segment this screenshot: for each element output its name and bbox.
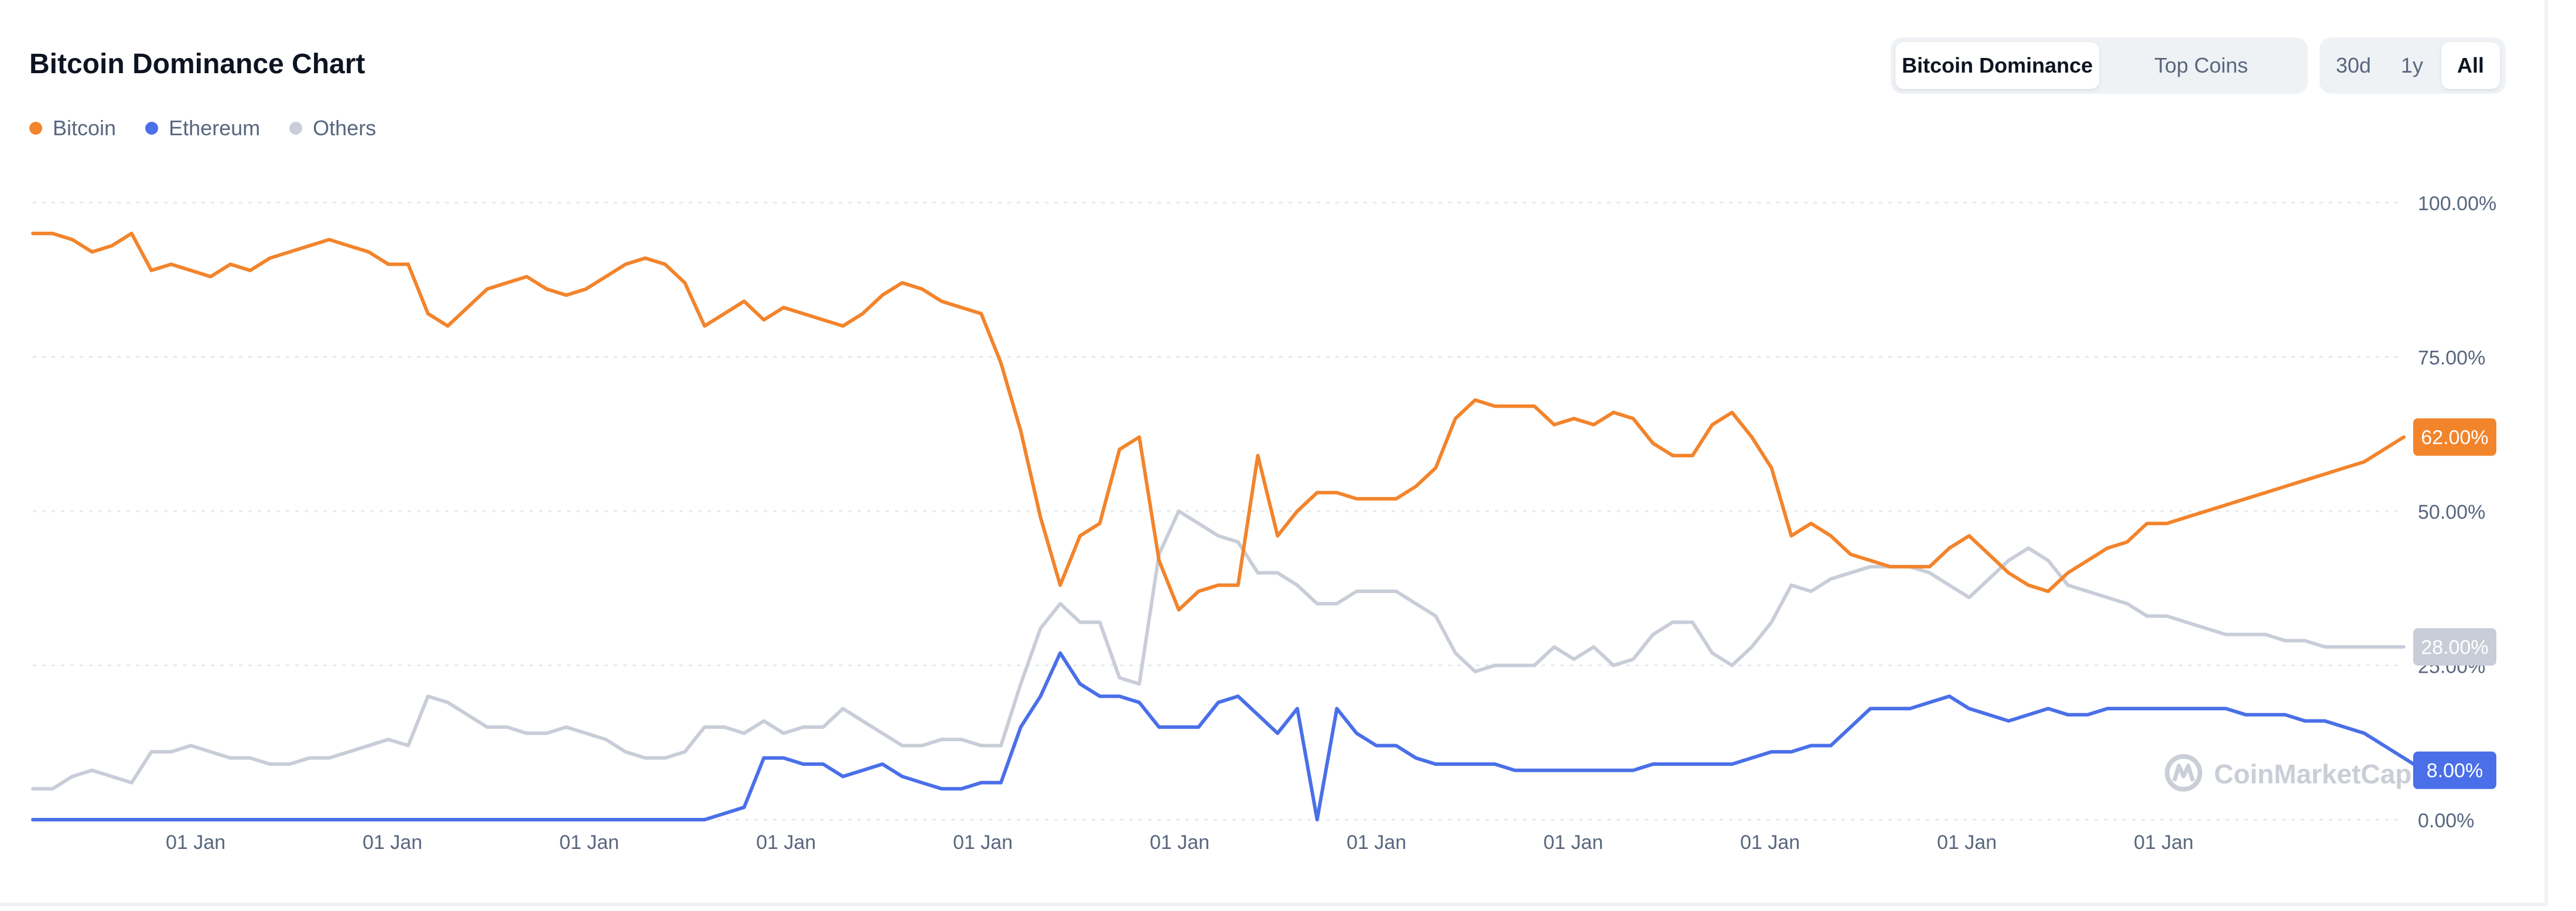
tab-top-coins[interactable]: Top Coins	[2154, 53, 2249, 77]
badge-background	[2413, 751, 2496, 789]
x-tick-label: 01 Jan	[1740, 831, 1800, 854]
y-tick-label: 0.00%	[2418, 810, 2474, 832]
x-tick-label: 01 Jan	[756, 831, 816, 854]
y-tick-label: 100.00%	[2418, 193, 2496, 215]
badge-layer: 62.00% 28.00% 8.00%	[2413, 418, 2496, 789]
y-tick-label: 75.00%	[2418, 347, 2485, 369]
coinmarketcap-logo-icon	[2165, 754, 2202, 792]
legend-label-ethereum: Ethereum	[169, 116, 261, 140]
x-tick-label: 01 Jan	[2134, 831, 2194, 854]
range-all-button[interactable]: All	[2441, 42, 2500, 89]
x-tick-label: 01 Jan	[1543, 831, 1603, 854]
x-tick-label: 01 Jan	[1347, 831, 1406, 854]
badge-label: 8.00%	[2427, 760, 2483, 782]
badge-label: 28.00%	[2421, 636, 2488, 659]
y-tick-label: 50.00%	[2418, 501, 2485, 523]
range-toggle: 30d 1y All	[2319, 37, 2506, 94]
series-line-others[interactable]	[31, 509, 2406, 791]
badge-background	[2413, 628, 2496, 666]
series-layer	[31, 231, 2425, 821]
badge-background	[2413, 418, 2496, 456]
badge-label: 62.00%	[2421, 427, 2488, 449]
legend-item-ethereum[interactable]: Ethereum	[145, 116, 260, 141]
x-tick-label: 01 Jan	[1150, 831, 1210, 854]
watermark-text: CoinMarketCap	[2214, 759, 2411, 789]
legend-item-bitcoin[interactable]: Bitcoin	[29, 116, 116, 141]
series-line-bitcoin[interactable]	[31, 231, 2406, 612]
coinmarketcap-logo-mark	[2172, 763, 2195, 782]
watermark: CoinMarketCap	[2165, 754, 2411, 792]
range-30d-button[interactable]: 30d	[2335, 53, 2372, 77]
x-tick-label: 01 Jan	[559, 831, 619, 854]
x-tick-label: 01 Jan	[166, 831, 226, 854]
legend-label-bitcoin: Bitcoin	[53, 116, 117, 140]
legend-dot-others	[289, 122, 303, 135]
current-value-badge-ethereum: 8.00%	[2413, 751, 2496, 789]
current-value-badge-others: 28.00%	[2413, 628, 2496, 666]
x-tick-label: 01 Jan	[363, 831, 422, 854]
legend-dot-bitcoin	[29, 122, 42, 135]
chart-title: Bitcoin Dominance Chart	[29, 49, 365, 80]
view-toggle: Bitcoin Dominance Top Coins	[1891, 37, 2308, 94]
chart-legend: Bitcoin Ethereum Others	[29, 116, 376, 141]
x-tick-label: 01 Jan	[953, 831, 1013, 854]
legend-item-others[interactable]: Others	[289, 116, 376, 141]
legend-label-others: Others	[313, 116, 377, 140]
series-line-ethereum[interactable]	[31, 651, 2425, 821]
legend-dot-ethereum	[145, 122, 159, 135]
axis-layer: 100.00%75.00%50.00%25.00%0.00%01 Jan 01 J…	[166, 193, 2496, 854]
range-1y-button[interactable]: 1y	[2400, 53, 2424, 77]
x-tick-label: 01 Jan	[1937, 831, 1997, 854]
tab-bitcoin-dominance[interactable]: Bitcoin Dominance	[1895, 42, 2099, 89]
grid-layer	[33, 201, 2404, 821]
current-value-badge-bitcoin: 62.00%	[2413, 418, 2496, 456]
